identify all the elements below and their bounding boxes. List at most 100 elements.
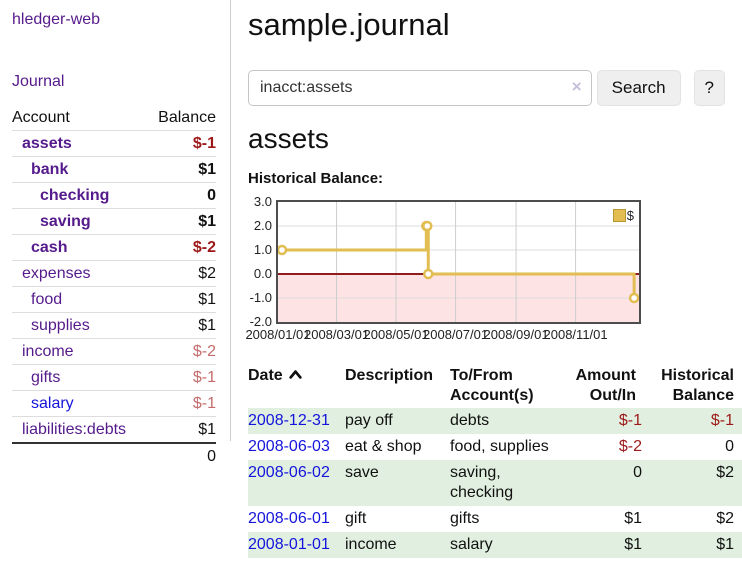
sidebar-account-liabilities-debts[interactable]: liabilities:debts [22, 421, 127, 438]
transaction-date-cell: 2008-06-02 [248, 460, 345, 506]
transaction-accounts: salary [450, 536, 493, 553]
account-row: saving $1 [12, 208, 216, 235]
account-row: gifts $-1 [12, 364, 216, 391]
transaction-balance: $1 [716, 536, 734, 553]
chart-title: Historical Balance: [248, 170, 384, 187]
account-balance: $-1 [147, 364, 216, 391]
register-row: 2008-06-03 eat & shop food, supplies $-2 0 [248, 434, 742, 460]
account-row: bank $1 [12, 156, 216, 183]
account-row: checking 0 [12, 182, 216, 209]
transaction-description: save [345, 464, 379, 481]
x-axis-tick-label: 2008/07/01 [423, 327, 489, 342]
account-heading: assets [248, 123, 329, 154]
transaction-description: gift [345, 510, 367, 527]
account-row: income $-2 [12, 338, 216, 365]
transaction-amount: $-2 [618, 438, 642, 455]
clear-search-icon[interactable]: × [571, 77, 582, 96]
register-column-date[interactable]: Date [248, 366, 345, 408]
sidebar-account-income[interactable]: income [22, 343, 74, 360]
y-axis-tick-label: 0.0 [253, 266, 272, 281]
transaction-date-link[interactable]: 2008-06-02 [248, 464, 330, 481]
chart-plot-area [276, 200, 641, 324]
accounts-table: Account Balance assets $-1 bank $1 checking 0… [12, 105, 216, 469]
sidebar-account-cash[interactable]: cash [31, 239, 68, 256]
register-column-to-from: To/From Account(s) [450, 367, 534, 404]
account-balance: $1 [147, 156, 216, 183]
account-row: salary $-1 [12, 390, 216, 417]
account-row: food $1 [12, 286, 216, 313]
account-row: cash $-2 [12, 234, 216, 261]
transaction-amount: $1 [624, 536, 642, 553]
transaction-description: pay off [345, 412, 393, 429]
register-row: 2008-12-31 pay off debts $-1 $-1 [248, 408, 742, 434]
page-title: sample.journal [248, 7, 450, 42]
chart-legend: $ [612, 208, 634, 223]
sidebar-account-food[interactable]: food [31, 291, 63, 308]
sidebar-item-journal[interactable]: Journal [12, 73, 65, 90]
account-balance: $-2 [147, 338, 216, 365]
transaction-balance: $2 [716, 464, 734, 481]
account-balance: $1 [147, 286, 216, 313]
y-axis-tick-label: 3.0 [253, 194, 272, 209]
register-row: 2008-01-01 income salary $1 $1 [248, 532, 742, 558]
transaction-amount: $1 [624, 510, 642, 527]
account-row: liabilities:debts $1 [12, 416, 216, 443]
sidebar: hledger-web Journal Account Balance asse… [0, 0, 231, 469]
y-axis-tick-label: 2.0 [253, 218, 272, 233]
main-content: sample.journal × Search ? assets Histori… [231, 0, 742, 558]
account-row: expenses $2 [12, 260, 216, 287]
y-axis-tick-label: -1.0 [249, 290, 272, 305]
sidebar-account-checking[interactable]: checking [40, 187, 110, 204]
sidebar-account-gifts[interactable]: gifts [31, 369, 61, 386]
historical-balance-chart: 3.0 2.0 1.0 0.0 -1.0 -2.0 2008/01/01 2008/03/01… [245, 195, 641, 342]
transaction-accounts: gifts [450, 510, 480, 527]
accounts-total-row: 0 [12, 442, 216, 469]
transaction-date-link[interactable]: 2008-12-31 [248, 412, 330, 429]
transaction-balance: 0 [725, 438, 734, 455]
help-button[interactable]: ? [693, 70, 725, 106]
y-axis-tick-label: 1.0 [253, 242, 272, 257]
transaction-description: income [345, 536, 397, 553]
sidebar-account-assets[interactable]: assets [22, 135, 72, 152]
transaction-date-link[interactable]: 2008-06-03 [248, 438, 330, 455]
register-row: 2008-06-02 save saving, checking 0 $2 [248, 460, 742, 506]
accounts-total-spacer [12, 442, 148, 469]
account-balance: $1 [147, 312, 216, 339]
x-axis-tick-label: 2008/05/01 [363, 327, 429, 342]
sidebar-account-saving[interactable]: saving [40, 213, 91, 230]
sidebar-account-supplies[interactable]: supplies [31, 317, 90, 334]
x-axis-tick-label: 2008/03/01 [303, 327, 370, 342]
transaction-date-link[interactable]: 2008-06-01 [248, 510, 330, 527]
sidebar-account-expenses[interactable]: expenses [22, 265, 91, 282]
account-balance: $-1 [147, 130, 216, 157]
account-balance: 0 [147, 182, 216, 209]
transaction-date-link[interactable]: 2008-01-01 [248, 536, 330, 553]
x-axis-tick-label: 2008/09/01 [483, 327, 549, 342]
sidebar-account-salary[interactable]: salary [31, 395, 74, 412]
app-window: hledger-web Journal Account Balance asse… [0, 0, 742, 558]
x-axis-tick-label: 2008/01/01 [245, 327, 311, 342]
account-balance: $2 [147, 260, 216, 287]
account-row: supplies $1 [12, 312, 216, 339]
search-button[interactable]: Search [596, 70, 681, 106]
transaction-date-cell: 2008-12-31 [248, 408, 345, 434]
transaction-balance: $-1 [710, 412, 734, 429]
transaction-date-cell: 2008-06-03 [248, 434, 345, 460]
legend-swatch-icon [612, 209, 626, 222]
y-axis-tick-label: -2.0 [249, 314, 272, 329]
search-form: × Search ? [248, 70, 725, 106]
brand-link[interactable]: hledger-web [12, 11, 101, 28]
search-input[interactable] [248, 70, 592, 106]
transaction-accounts: debts [450, 412, 490, 429]
transaction-amount: $-1 [618, 412, 642, 429]
transaction-date-cell: 2008-06-01 [248, 506, 345, 532]
balance-line-chart [276, 202, 640, 322]
accounts-header-balance: Balance [158, 109, 216, 126]
transaction-accounts: saving, checking [450, 464, 514, 501]
transaction-description: eat & shop [345, 438, 422, 455]
register-column-amount: Amount Out/In [575, 367, 636, 404]
account-balance: $1 [147, 416, 216, 443]
transaction-balance: $2 [716, 510, 734, 527]
sidebar-account-bank[interactable]: bank [31, 161, 69, 178]
register-column-description: Description [345, 367, 434, 384]
